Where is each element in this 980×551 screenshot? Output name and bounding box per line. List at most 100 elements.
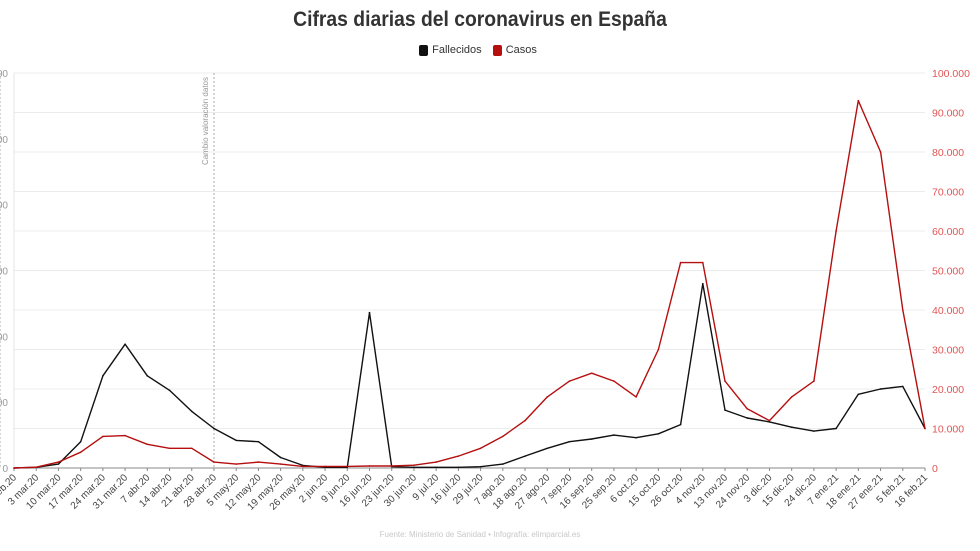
data-point-casos [657, 348, 660, 351]
data-point-casos [279, 463, 282, 465]
data-point-casos [724, 380, 726, 382]
data-point-fallecidos [635, 436, 637, 439]
data-point-casos [635, 396, 637, 398]
data-point-fallecidos [857, 393, 860, 396]
y-right-tick-label: 60.000 [932, 226, 964, 238]
data-point-casos [790, 396, 793, 398]
y-left-tick-label: 1.500 [0, 267, 8, 278]
data-point-fallecidos [590, 438, 593, 440]
y-right-tick-label: 40.000 [932, 305, 964, 317]
legend-label-fallecidos: Fallecidos [432, 44, 482, 56]
y-right-tick-label: 70.000 [932, 187, 964, 199]
data-point-fallecidos [813, 430, 815, 432]
data-point-casos [590, 372, 593, 375]
data-point-casos [457, 455, 460, 457]
data-point-casos [124, 434, 126, 437]
data-point-casos [257, 461, 260, 463]
data-point-fallecidos [213, 427, 215, 430]
data-point-casos [813, 380, 815, 382]
data-point-casos [568, 380, 571, 382]
data-point-casos [346, 465, 349, 468]
data-point-fallecidos [124, 343, 126, 346]
y-right-tick-label: 90.000 [932, 108, 964, 120]
legend-swatch-fallecidos [419, 44, 429, 56]
data-point-fallecidos [835, 427, 837, 430]
data-point-fallecidos [657, 432, 660, 435]
data-point-fallecidos [502, 463, 504, 465]
data-point-fallecidos [146, 375, 149, 377]
data-point-fallecidos [568, 440, 571, 443]
data-point-casos [679, 261, 682, 264]
data-point-casos [546, 396, 549, 398]
data-point-casos [524, 419, 526, 422]
data-point-fallecidos [702, 282, 704, 285]
data-point-casos [702, 261, 704, 264]
legend-swatch-casos [492, 44, 502, 56]
data-point-casos [768, 419, 771, 422]
data-point-fallecidos [57, 463, 60, 465]
data-point-fallecidos [79, 440, 82, 443]
data-point-fallecidos [435, 466, 437, 469]
data-point-fallecidos [190, 410, 193, 413]
data-point-fallecidos [168, 389, 171, 392]
data-point-casos [146, 443, 149, 446]
data-point-fallecidos [235, 439, 237, 442]
data-point-fallecidos [413, 466, 415, 469]
data-point-casos [324, 465, 326, 468]
chart-title: Cifras diarias del coronavirus en España [293, 8, 667, 31]
data-point-casos [102, 435, 104, 438]
data-point-casos [213, 461, 215, 463]
data-point-casos [857, 99, 860, 102]
data-point-fallecidos [102, 375, 104, 377]
data-point-fallecidos [746, 417, 749, 419]
data-point-casos [435, 461, 437, 463]
data-point-fallecidos [479, 465, 482, 468]
data-point-casos [368, 465, 371, 467]
data-point-fallecidos [724, 409, 726, 411]
data-point-casos [746, 407, 749, 410]
data-point-casos [79, 451, 82, 454]
data-point-fallecidos [457, 466, 460, 469]
data-point-casos [835, 230, 837, 232]
data-point-casos [168, 447, 171, 450]
data-point-casos [502, 435, 504, 438]
y-right-tick-label: 50.000 [932, 266, 964, 278]
data-point-casos [235, 463, 237, 465]
y-left-tick-label: 2.000 [0, 201, 8, 212]
data-point-casos [901, 309, 904, 311]
data-point-fallecidos [368, 311, 371, 314]
data-point-casos [924, 427, 926, 430]
data-point-fallecidos [279, 456, 282, 459]
y-right-tick-label: 20.000 [932, 384, 964, 396]
annotation-label-0: Cambio valoración datos [201, 77, 210, 165]
source-note: Fuente: Ministerio de Sanidad • Infograf… [379, 530, 581, 539]
y-left-tick-label: 500 [0, 398, 8, 409]
data-point-fallecidos [613, 434, 615, 436]
data-point-fallecidos [257, 440, 260, 443]
legend-item-casos[interactable]: Casos [492, 44, 537, 56]
data-point-casos [302, 465, 304, 468]
y-right-tick-label: 30.000 [932, 345, 964, 357]
data-point-casos [879, 151, 882, 153]
y-left-tick-label: 0 [2, 464, 8, 475]
y-right-tick-label: 100.000 [932, 68, 970, 80]
data-point-fallecidos [768, 421, 771, 423]
y-right-tick-label: 80.000 [932, 147, 964, 159]
data-point-fallecidos [790, 426, 793, 428]
data-point-fallecidos [679, 423, 682, 426]
legend-item-fallecidos[interactable]: Fallecidos [419, 44, 482, 56]
data-point-fallecidos [524, 455, 526, 457]
y-right-tick-label: 10.000 [932, 424, 964, 436]
y-left-tick-label: 1.000 [0, 332, 8, 343]
data-point-casos [613, 380, 615, 382]
series-line-casos [13, 99, 926, 469]
series-line-fallecidos [13, 283, 926, 469]
data-point-fallecidos [546, 447, 549, 450]
legend: Fallecidos Casos [0, 44, 956, 59]
data-point-casos [390, 465, 393, 467]
data-point-casos [413, 464, 415, 467]
y-left-tick-label: 2.500 [0, 135, 8, 146]
data-point-casos [479, 447, 482, 450]
y-right-tick-label: 0 [932, 463, 938, 475]
